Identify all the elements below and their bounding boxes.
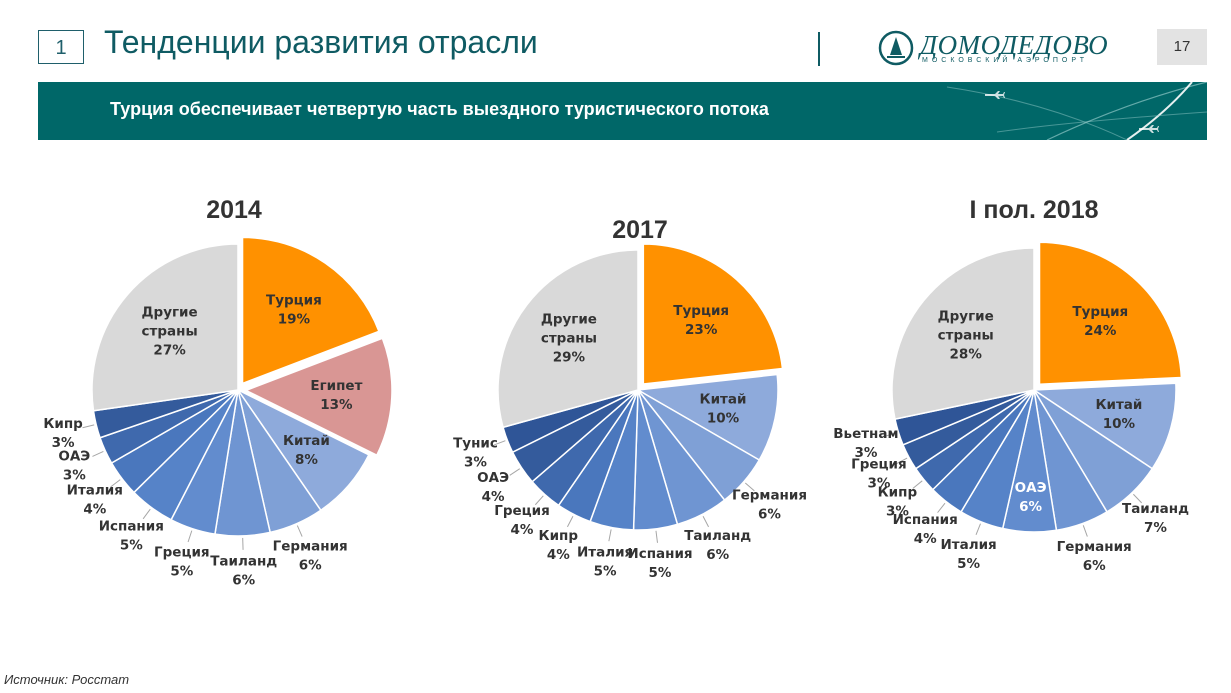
leader-line <box>566 515 574 528</box>
slice-label-кипр: Кипр 3% <box>43 416 83 451</box>
slice-label-другие-страны: Другие страны 28% <box>938 309 994 363</box>
slice-label-турция: Турция 23% <box>673 303 729 338</box>
slice-label-китай: Китай 10% <box>1095 397 1142 432</box>
chart-title: 2014 <box>206 196 262 224</box>
pie-chart-3: I пол. 2018 Турция 24% Китай 10% Таиланд 7%Гер… <box>833 196 1189 574</box>
pie-slice-турция <box>642 243 784 385</box>
slice-label-германия: Германия 6% <box>273 538 348 573</box>
pie-chart-1: 2014 Турция 19% Египет 13% Китай 8% Германия 6%Т… <box>43 196 393 588</box>
plane-icon <box>1139 125 1159 133</box>
pie-slice-китай <box>635 373 779 462</box>
slice-label-оаэ: ОАЭ 6% <box>1015 480 1047 515</box>
slice-label-германия: Германия 6% <box>1057 539 1132 574</box>
slice-label-таиланд: Таиланд 7% <box>1122 501 1189 536</box>
slice-label-китай: Китай 8% <box>283 433 330 468</box>
leader-line <box>896 457 908 465</box>
leader-line <box>1082 525 1088 537</box>
pie-chart-2: 2017 Турция 23% Китай 10% Германия 6% Таиланд 6%… <box>453 216 807 581</box>
leader-line <box>912 480 923 489</box>
leader-line <box>142 508 151 520</box>
slice-label-турция: Турция 24% <box>1072 304 1128 339</box>
pie-slice-египет <box>244 337 393 457</box>
slice-label-испания: Испания 4% <box>893 512 958 547</box>
pie-slice-турция <box>1038 241 1183 385</box>
slice-label-вьетнам: Вьетнам 3% <box>833 426 898 461</box>
slice-label-италия: Италия 5% <box>940 537 996 572</box>
logo-subtitle: МОСКОВСКИЙ АЭРОПОРТ <box>922 57 1088 64</box>
slice-label-греция: Греция 5% <box>154 545 210 580</box>
pie-slice-турция <box>241 236 380 385</box>
leader-line <box>702 515 710 528</box>
leader-line <box>975 523 981 536</box>
slice-label-италия: Италия 4% <box>67 483 123 518</box>
page-title: Тенденции развития отрасли <box>104 24 538 60</box>
pie-slice-китай <box>1031 382 1177 470</box>
slice-label-турция: Турция 19% <box>266 292 322 327</box>
slice-label-таиланд: Таиланд 6% <box>210 553 277 588</box>
leader-line <box>744 482 755 492</box>
leader-line <box>110 479 121 488</box>
leader-line <box>92 451 104 457</box>
leader-line <box>937 502 946 513</box>
slice-label-испания: Испания 5% <box>627 546 692 581</box>
leader-line <box>655 530 658 543</box>
plane-icon <box>985 91 1005 99</box>
slice-label-испания: Испания 5% <box>99 518 164 553</box>
slice-label-китай: Китай 10% <box>700 391 747 426</box>
slice-label-оаэ: ОАЭ 3% <box>58 448 90 483</box>
leader-line <box>187 530 193 543</box>
source-note: Источник: Росстат <box>4 672 130 687</box>
leader-line <box>493 440 506 446</box>
domodedovo-logo: ДОМОДЕДОВО МОСКОВСКИЙ АЭРОПОРТ <box>878 28 1108 70</box>
slice-label-тунис: Тунис 3% <box>453 436 498 471</box>
slice-label-египет: Египет 13% <box>310 378 362 413</box>
page-number: 17 <box>1157 29 1207 65</box>
leader-line <box>1133 493 1143 504</box>
banner-text: Турция обеспечивает четвертую часть выез… <box>110 99 769 119</box>
slice-label-греция: Греция 3% <box>851 457 907 492</box>
slice-label-кипр: Кипр 3% <box>878 485 918 520</box>
slice-label-другие-страны: Другие страны 27% <box>142 305 198 359</box>
leader-line <box>82 424 95 429</box>
slide-number: 1 <box>38 30 84 64</box>
leader-line <box>884 432 897 437</box>
slice-label-германия: Германия 6% <box>732 487 807 522</box>
leader-line <box>534 495 544 506</box>
chart-title: 2017 <box>612 216 668 244</box>
header-divider <box>818 32 820 66</box>
slice-label-италия: Италия 5% <box>577 544 633 579</box>
slice-label-таиланд: Таиланд 6% <box>684 528 751 563</box>
slice-label-греция: Греция 4% <box>494 503 550 538</box>
leader-line <box>608 529 612 542</box>
leader-line <box>296 525 303 537</box>
slice-label-другие-страны: Другие страны 29% <box>541 311 597 365</box>
flight-paths-decoration <box>946 82 1207 140</box>
logo-text: ДОМОДЕДОВО <box>920 30 1109 60</box>
banner: Турция обеспечивает четвертую часть выез… <box>38 82 1207 140</box>
slice-label-кипр: Кипр 4% <box>539 528 579 563</box>
pie-slice-другие-страны <box>497 249 639 429</box>
airport-logo-icon <box>878 30 914 66</box>
pie-slice-другие-страны <box>91 243 239 412</box>
pie-slice-другие-страны <box>891 247 1035 420</box>
slice-label-оаэ: ОАЭ 4% <box>477 470 509 505</box>
leader-line <box>509 468 521 476</box>
chart-title: I пол. 2018 <box>969 196 1098 224</box>
